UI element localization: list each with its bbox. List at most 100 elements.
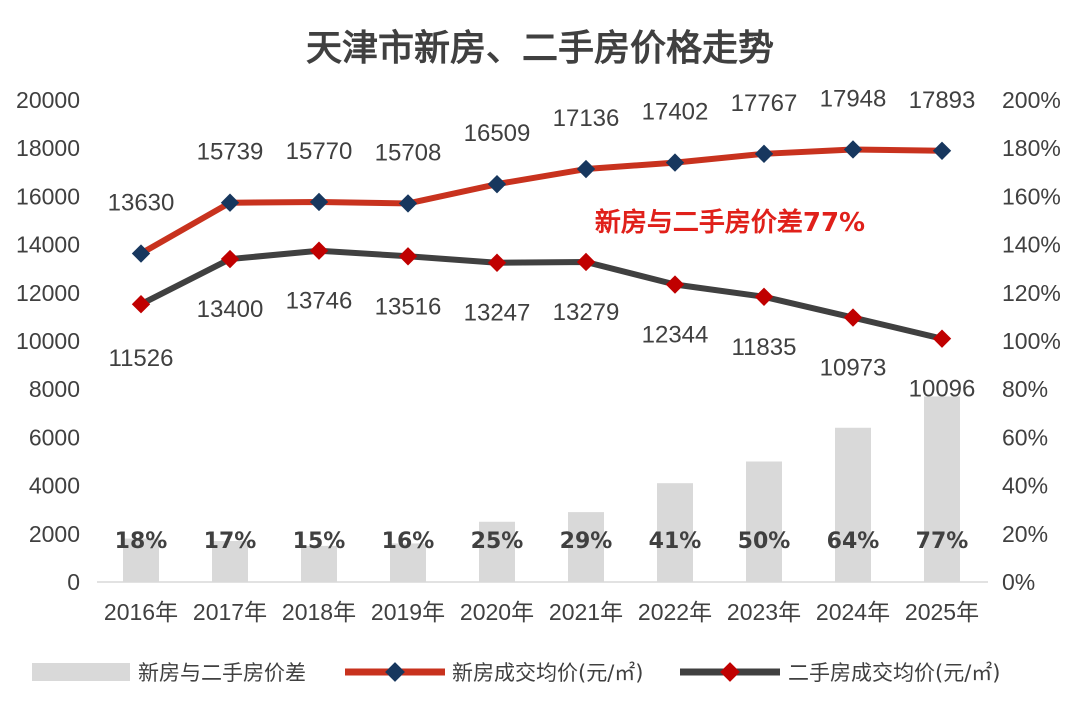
x-axis-tick-label: 2019年 xyxy=(371,599,445,625)
gap-bar xyxy=(212,541,248,582)
new-house-point xyxy=(932,141,952,160)
second-hand-data-label: 10973 xyxy=(820,355,887,382)
gap-bar-label: 29% xyxy=(560,529,613,554)
left-axis-tick-label: 10000 xyxy=(16,328,80,354)
gap-bar xyxy=(835,427,871,582)
right-axis-tick-label: 180% xyxy=(1002,135,1061,161)
left-axis-tick-label: 0 xyxy=(67,569,80,595)
right-axis-tick-label: 120% xyxy=(1002,280,1061,306)
left-axis-tick-label: 2000 xyxy=(29,521,80,547)
legend-label-second: 二手房成交均价(元/㎡) xyxy=(788,661,1000,685)
second-hand-price-line xyxy=(139,247,943,342)
right-axis-tick-label: 200% xyxy=(1002,87,1061,113)
left-axis-tick-label: 18000 xyxy=(16,135,80,161)
second-hand-data-label: 11835 xyxy=(732,334,797,361)
second-hand-data-label: 13279 xyxy=(553,299,620,326)
gap-bar-label: 16% xyxy=(382,529,435,554)
x-axis-tick-label: 2016年 xyxy=(104,599,178,625)
right-axis-tick-label: 60% xyxy=(1002,424,1048,450)
gap-bar xyxy=(479,521,515,582)
second-hand-point xyxy=(398,247,418,266)
new-house-point xyxy=(754,144,774,164)
left-axis-tick-label: 14000 xyxy=(16,232,80,258)
right-axis-tick-label: 20% xyxy=(1002,521,1048,547)
gap-bar xyxy=(568,512,604,582)
left-axis-tick-label: 12000 xyxy=(16,280,80,306)
legend-swatch-gap-bar xyxy=(32,663,130,681)
chart-title: 天津市新房、二手房价格走势 xyxy=(306,28,774,69)
new-house-point xyxy=(131,244,151,263)
gap-bar-label: 41% xyxy=(649,529,702,554)
second-hand-point xyxy=(220,249,240,269)
gap-bar xyxy=(390,543,426,582)
right-axis-tick-label: 160% xyxy=(1002,183,1061,209)
second-hand-point xyxy=(131,295,151,314)
second-hand-point xyxy=(487,253,507,272)
second-hand-data-label: 13400 xyxy=(197,296,264,323)
new-house-data-label: 15708 xyxy=(375,139,442,166)
new-house-point xyxy=(398,194,418,213)
legend-label-new: 新房成交均价(元/㎡) xyxy=(452,661,643,685)
gap-bar xyxy=(924,396,960,582)
legend-marker-new xyxy=(385,662,405,682)
new-house-data-label: 17893 xyxy=(909,87,976,114)
second-hand-point xyxy=(309,241,329,260)
x-axis-tick-label: 2022年 xyxy=(638,599,712,625)
new-house-data-label: 17136 xyxy=(553,105,620,132)
new-house-data-label: 17402 xyxy=(642,99,709,126)
new-house-point xyxy=(576,159,596,179)
second-hand-point xyxy=(932,329,952,348)
legend: 新房与二手房价差 新房成交均价(元/㎡) 二手房成交均价(元/㎡) xyxy=(32,661,1000,685)
legend-marker-second xyxy=(720,662,740,682)
plot-area: 0 2000 4000 6000 8000 10000 12000 14000 16000 180… xyxy=(16,85,1061,625)
right-axis-tick-label: 140% xyxy=(1002,232,1061,258)
gap-bar-label: 18% xyxy=(115,529,168,554)
gap-bar xyxy=(301,545,337,582)
second-hand-data-label: 13247 xyxy=(464,300,531,327)
gap-bar xyxy=(746,461,782,582)
new-house-data-label: 15770 xyxy=(286,138,353,165)
x-axis-tick-label: 2017年 xyxy=(193,599,267,625)
second-hand-point xyxy=(754,287,774,306)
second-hand-data-label: 13516 xyxy=(375,293,442,320)
gap-bar-label: 25% xyxy=(471,529,524,554)
new-house-point xyxy=(843,140,863,159)
gap-bar-label: 64% xyxy=(827,529,880,554)
gap-bar-label: 77% xyxy=(916,529,969,554)
new-house-data-label: 15739 xyxy=(197,139,264,166)
second-hand-data-label: 10096 xyxy=(909,376,976,403)
new-house-point xyxy=(487,174,507,194)
x-axis-tick-label: 2021年 xyxy=(549,599,623,625)
left-axis-tick-label: 16000 xyxy=(16,183,80,209)
legend-label-gap: 新房与二手房价差 xyxy=(138,661,306,685)
new-house-point xyxy=(309,192,329,212)
second-hand-data-label: 12344 xyxy=(642,322,709,349)
second-hand-point xyxy=(665,275,685,294)
right-axis-tick-label: 0% xyxy=(1002,569,1035,595)
gap-bar-label: 50% xyxy=(738,529,791,554)
second-hand-point xyxy=(843,308,863,327)
gap-bar xyxy=(657,483,693,582)
second-hand-point xyxy=(576,252,596,272)
new-house-point xyxy=(665,153,685,172)
right-axis-tick-label: 40% xyxy=(1002,473,1048,499)
x-axis-tick-label: 2023年 xyxy=(727,599,801,625)
right-axis-tick-label: 80% xyxy=(1002,376,1048,402)
new-house-data-label: 17948 xyxy=(820,85,887,112)
left-axis-tick-label: 20000 xyxy=(16,87,80,113)
right-axis-tick-label: 100% xyxy=(1002,328,1061,354)
second-hand-data-label: 13746 xyxy=(286,288,353,315)
price-gap-annotation: 新房与二手房价差77% xyxy=(595,207,865,238)
left-axis-tick-label: 4000 xyxy=(29,473,80,499)
new-house-price-line xyxy=(139,146,943,257)
x-axis-tick-label: 2020年 xyxy=(460,599,534,625)
new-house-data-label: 13630 xyxy=(108,190,175,217)
x-axis-tick-label: 2018年 xyxy=(282,599,356,625)
gap-bar-label: 15% xyxy=(293,529,346,554)
gap-bar-label: 17% xyxy=(204,529,257,554)
x-axis-tick-label: 2025年 xyxy=(905,599,979,625)
new-house-point xyxy=(220,193,240,212)
second-hand-data-label: 11526 xyxy=(109,345,174,372)
left-axis-tick-label: 6000 xyxy=(29,424,80,450)
